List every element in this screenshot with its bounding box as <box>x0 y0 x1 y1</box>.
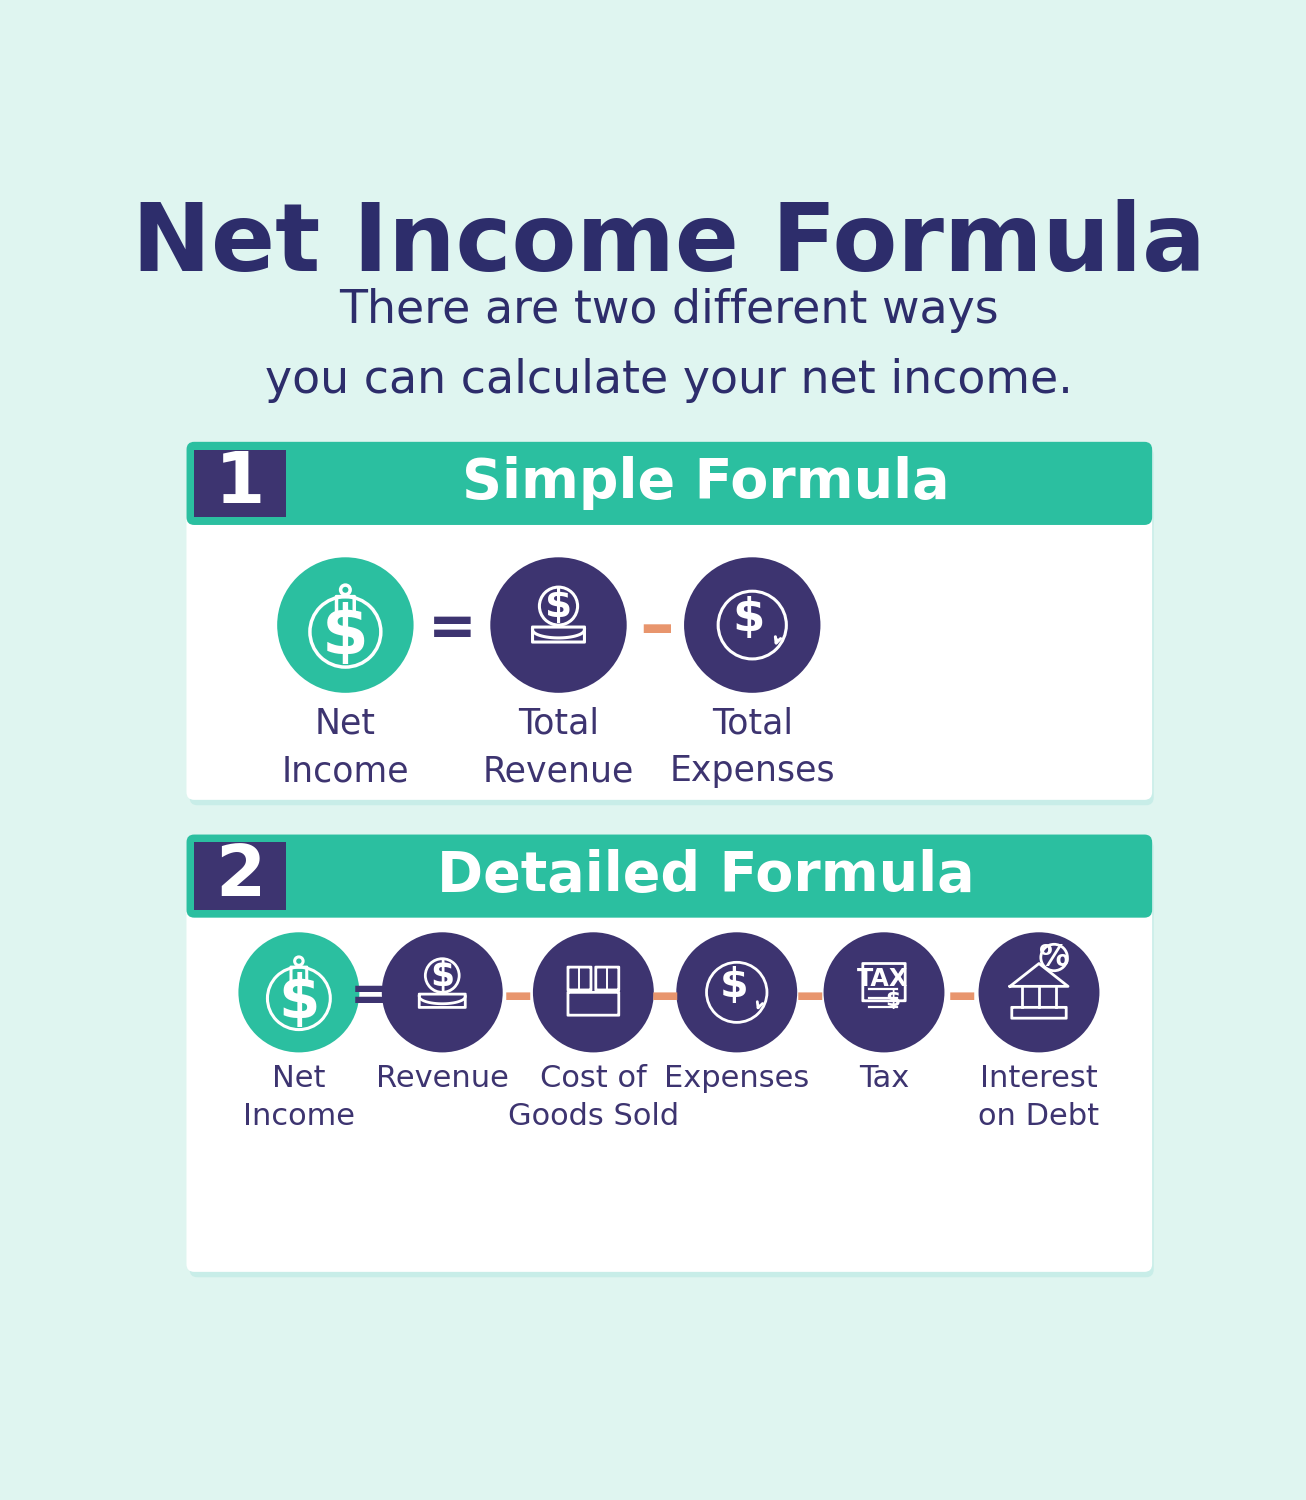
Text: –: – <box>795 966 825 1026</box>
Circle shape <box>490 558 627 693</box>
Text: Net
Income: Net Income <box>243 1064 355 1131</box>
FancyBboxPatch shape <box>187 442 1152 525</box>
Text: =: = <box>428 600 477 657</box>
Circle shape <box>824 933 944 1053</box>
Bar <box>195 450 286 518</box>
Text: Detailed Formula: Detailed Formula <box>438 849 974 903</box>
Text: $: $ <box>720 966 748 1006</box>
FancyBboxPatch shape <box>187 834 1152 918</box>
Circle shape <box>381 933 503 1053</box>
FancyBboxPatch shape <box>189 447 1153 806</box>
Text: –: – <box>650 966 680 1026</box>
Text: Tax: Tax <box>859 1064 909 1094</box>
Text: Cost of
Goods Sold: Cost of Goods Sold <box>508 1064 679 1131</box>
Text: 2: 2 <box>215 842 265 910</box>
Text: $: $ <box>430 958 454 993</box>
Circle shape <box>239 933 359 1053</box>
Text: $: $ <box>278 972 320 1030</box>
Bar <box>195 842 286 910</box>
Text: $: $ <box>885 990 901 1010</box>
Text: Total
Expenses: Total Expenses <box>670 706 835 788</box>
Text: Net
Income: Net Income <box>282 706 409 788</box>
Text: $: $ <box>545 586 572 626</box>
Text: $: $ <box>323 602 368 668</box>
Text: %: % <box>1038 944 1070 972</box>
Text: =: = <box>350 972 392 1020</box>
Text: Interest
on Debt: Interest on Debt <box>978 1064 1100 1131</box>
Text: Net Income Formula: Net Income Formula <box>132 200 1207 291</box>
Text: TAX: TAX <box>857 968 909 992</box>
Text: Total
Revenue: Total Revenue <box>483 706 635 788</box>
Circle shape <box>684 558 820 693</box>
Circle shape <box>677 933 797 1053</box>
Text: 1: 1 <box>214 448 265 518</box>
Text: Simple Formula: Simple Formula <box>462 456 949 510</box>
FancyBboxPatch shape <box>189 840 1153 1278</box>
Bar <box>195 488 1144 518</box>
FancyBboxPatch shape <box>187 834 1152 1272</box>
Circle shape <box>978 933 1100 1053</box>
Text: $: $ <box>733 596 765 640</box>
Circle shape <box>533 933 654 1053</box>
Text: –: – <box>640 596 674 663</box>
Text: Expenses: Expenses <box>665 1064 810 1094</box>
Bar <box>195 880 1144 910</box>
Text: –: – <box>947 966 977 1026</box>
Circle shape <box>277 558 414 693</box>
FancyBboxPatch shape <box>187 442 1152 800</box>
Text: There are two different ways
you can calculate your net income.: There are two different ways you can cal… <box>265 288 1074 404</box>
Text: –: – <box>503 966 533 1026</box>
Text: Revenue: Revenue <box>376 1064 509 1094</box>
